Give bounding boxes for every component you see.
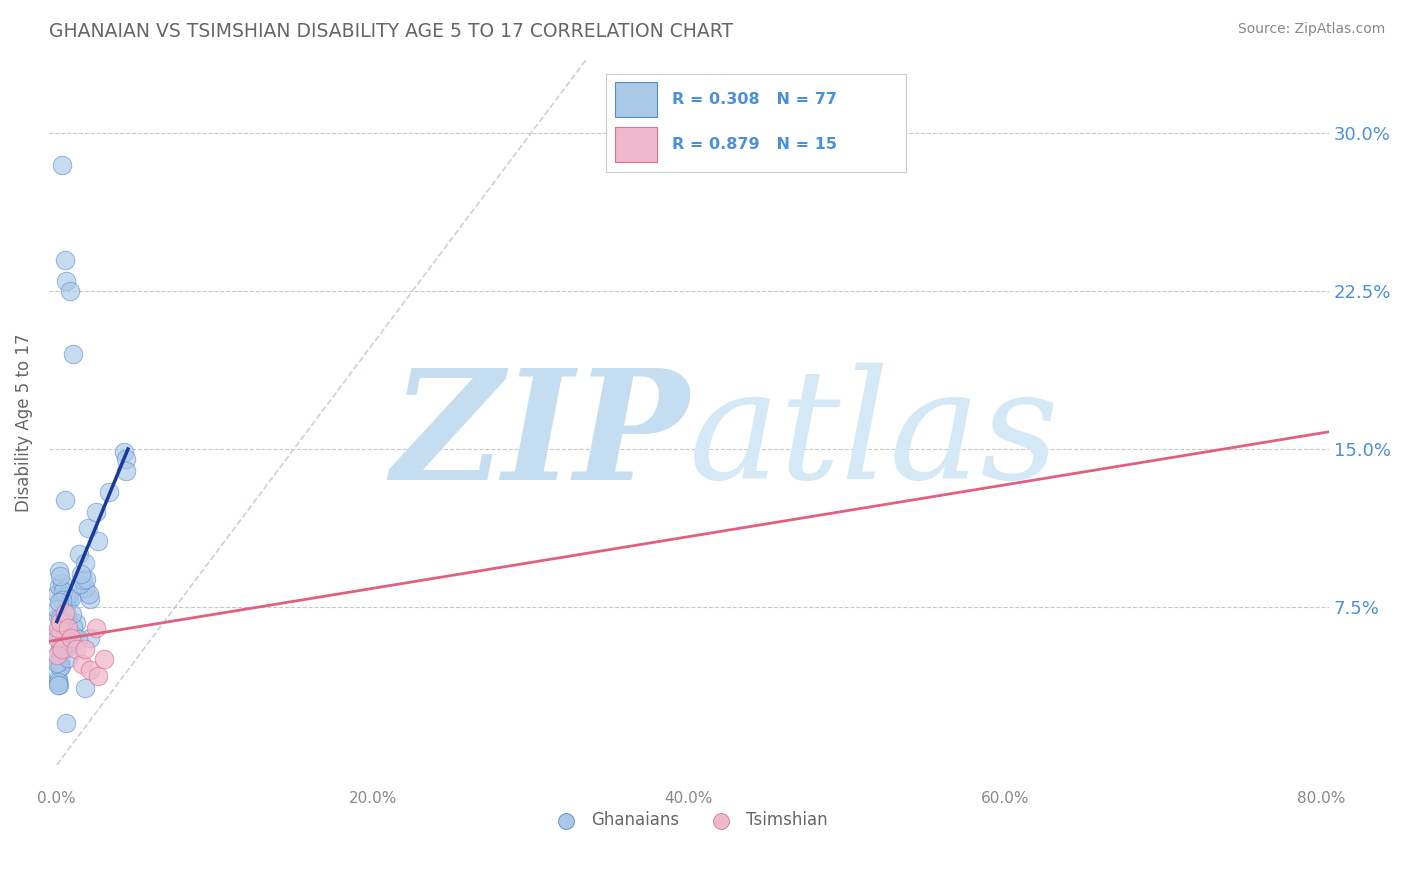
Point xyxy=(67,632,90,646)
Point xyxy=(46,609,69,624)
Point xyxy=(70,657,93,671)
Point xyxy=(79,663,101,677)
Point xyxy=(58,587,80,601)
Point xyxy=(65,615,87,630)
Point xyxy=(48,611,70,625)
Point xyxy=(72,573,94,587)
Point xyxy=(45,648,67,663)
Point xyxy=(62,347,84,361)
Point xyxy=(48,654,70,668)
Point xyxy=(86,533,108,548)
Point xyxy=(46,629,69,643)
Point xyxy=(48,595,70,609)
Point xyxy=(112,445,135,459)
Point xyxy=(60,607,83,622)
Point xyxy=(46,674,69,689)
Point xyxy=(49,627,72,641)
Point xyxy=(55,715,77,730)
Point xyxy=(86,621,108,635)
Point xyxy=(58,284,80,298)
Point xyxy=(114,464,136,478)
Point xyxy=(52,637,75,651)
Point xyxy=(51,576,73,591)
Point xyxy=(56,650,79,665)
Text: atlas: atlas xyxy=(689,363,1060,511)
Point xyxy=(46,587,69,601)
Point xyxy=(56,621,79,635)
Point xyxy=(48,644,70,658)
Point xyxy=(49,655,72,669)
Point xyxy=(51,659,73,673)
Point xyxy=(53,632,76,647)
Text: Source: ZipAtlas.com: Source: ZipAtlas.com xyxy=(1237,22,1385,37)
Legend: Ghanaians, Tsimshian: Ghanaians, Tsimshian xyxy=(543,805,835,836)
Point xyxy=(55,589,77,603)
Point xyxy=(79,631,101,645)
Point xyxy=(115,452,138,467)
Point xyxy=(45,632,67,646)
Point xyxy=(84,505,107,519)
Text: GHANAIAN VS TSIMSHIAN DISABILITY AGE 5 TO 17 CORRELATION CHART: GHANAIAN VS TSIMSHIAN DISABILITY AGE 5 T… xyxy=(49,22,734,41)
Text: ZIP: ZIP xyxy=(391,363,689,512)
Point xyxy=(55,636,77,650)
Point xyxy=(52,614,75,628)
Point xyxy=(87,669,110,683)
Point xyxy=(55,493,77,508)
Point xyxy=(48,624,70,638)
Point xyxy=(48,579,70,593)
Point xyxy=(48,621,70,635)
Point xyxy=(60,591,83,605)
Point xyxy=(49,569,72,583)
Point xyxy=(48,678,70,692)
Point xyxy=(52,636,75,650)
Point xyxy=(98,484,121,499)
Point xyxy=(56,609,79,624)
Point xyxy=(76,521,98,535)
Point xyxy=(77,587,100,601)
Point xyxy=(55,274,77,288)
Point xyxy=(46,602,69,616)
Point xyxy=(51,158,73,172)
Point xyxy=(73,582,96,596)
Point xyxy=(75,572,97,586)
Point xyxy=(49,660,72,674)
Point xyxy=(75,556,97,570)
Y-axis label: Disability Age 5 to 17: Disability Age 5 to 17 xyxy=(15,334,32,512)
Point xyxy=(69,577,91,591)
Point xyxy=(53,252,76,267)
Point xyxy=(46,677,69,691)
Point xyxy=(51,592,73,607)
Point xyxy=(52,584,75,599)
Point xyxy=(48,672,70,686)
Point xyxy=(48,564,70,578)
Point xyxy=(75,642,97,657)
Point xyxy=(62,629,84,643)
Point xyxy=(51,624,73,638)
Point xyxy=(79,592,101,607)
Point xyxy=(49,615,72,629)
Point xyxy=(55,599,77,613)
Point xyxy=(65,642,87,657)
Point xyxy=(75,681,97,695)
Point xyxy=(46,656,69,670)
Point xyxy=(49,641,72,656)
Point xyxy=(67,547,90,561)
Point xyxy=(60,632,83,646)
Point xyxy=(53,606,76,620)
Point xyxy=(93,652,115,666)
Point xyxy=(55,641,77,656)
Point xyxy=(52,608,75,623)
Point xyxy=(69,566,91,581)
Point xyxy=(62,620,84,634)
Point xyxy=(46,664,69,678)
Point xyxy=(60,635,83,649)
Point xyxy=(51,642,73,657)
Point xyxy=(58,591,80,606)
